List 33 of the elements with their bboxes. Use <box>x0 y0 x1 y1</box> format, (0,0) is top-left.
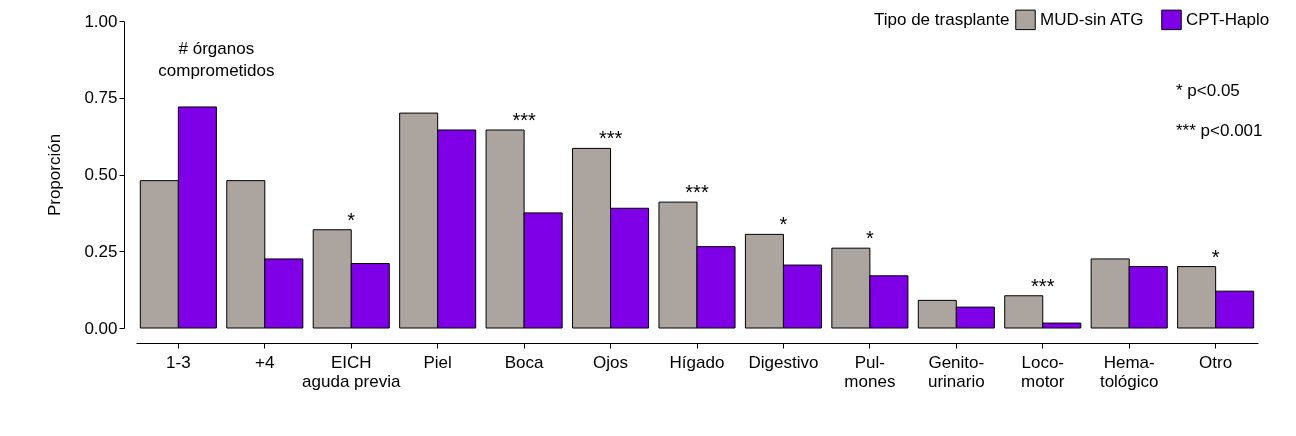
x-tick-label: Otro <box>1199 352 1233 372</box>
annotation: # órganos comprometidos <box>158 39 275 80</box>
annotation: * <box>347 208 356 231</box>
x-tick-label: Hema- tológico <box>1099 352 1159 391</box>
x-tick-label: Piel <box>423 352 452 372</box>
x-tick-label: EICH aguda previa <box>302 352 401 391</box>
x-tick-label: Boca <box>504 352 545 372</box>
y-tick-label: 0.00 <box>84 318 118 338</box>
x-tick-label: Digestivo <box>748 352 819 372</box>
y-axis-title: Proporción <box>45 133 65 217</box>
annotation: *** p<0.001 <box>1176 121 1263 140</box>
y-tick-label: 0.50 <box>84 165 118 184</box>
annotation: * <box>779 213 788 236</box>
y-tick-label: 1.00 <box>84 11 118 31</box>
y-tick-label: 0.75 <box>84 88 118 108</box>
x-tick-label: Hígado <box>669 352 725 372</box>
annotation: *** <box>512 108 537 131</box>
x-tick-label: Ojos <box>593 352 629 372</box>
annotation: * <box>865 227 874 250</box>
x-tick-label: 1-3 <box>166 352 191 372</box>
legend-label: MUD-sin ATG <box>1040 9 1144 29</box>
x-tick-label: Loco- motor <box>1021 352 1065 391</box>
annotation: *** <box>685 181 709 204</box>
annotation: *** <box>1031 274 1055 297</box>
legend-label: CPT-Haplo <box>1186 9 1270 29</box>
annotation: *** <box>598 127 623 150</box>
annotation: * p<0.05 <box>1176 81 1240 100</box>
x-tick-label: Pul- mones <box>844 352 896 391</box>
x-tick-label: +4 <box>255 352 275 372</box>
legend-title: Tipo de trasplante <box>874 10 1010 29</box>
y-tick-label: 0.25 <box>84 241 118 261</box>
x-tick-label: Genito- urinario <box>927 352 985 391</box>
annotation: * <box>1211 245 1220 268</box>
